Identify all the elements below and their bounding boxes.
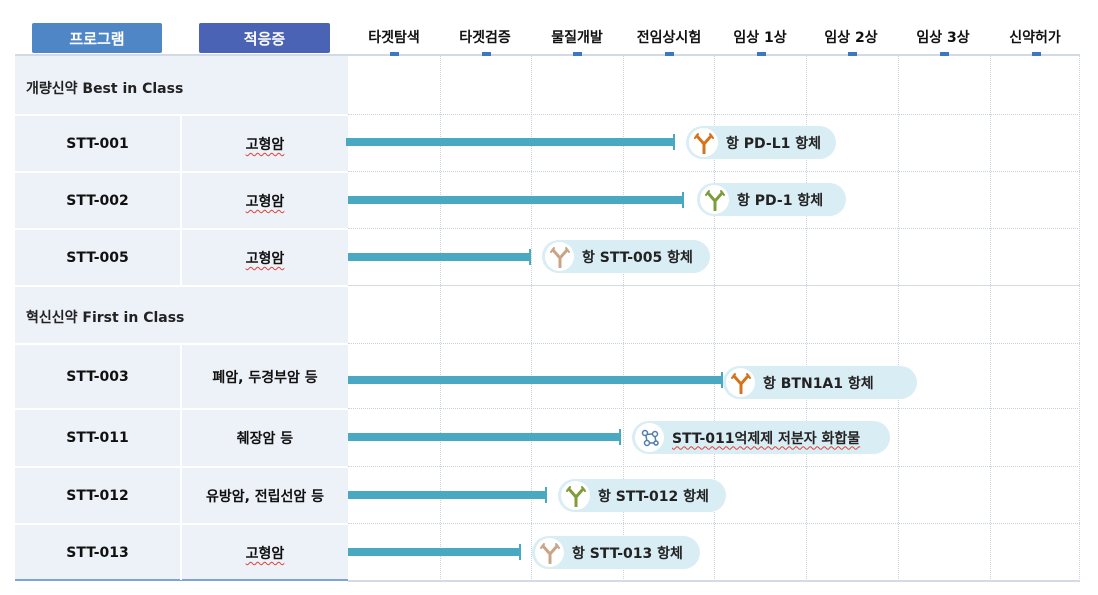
target-label: 항 STT-012 항체 [598,488,709,505]
molecule-icon [635,423,664,452]
stage-tick [665,52,674,56]
stage-tick [573,52,582,56]
target-label: 항 STT-013 항체 [572,545,683,562]
program-name: STT-005 [66,250,129,266]
stage-tick [482,52,491,56]
column-separator [180,114,182,285]
program-name: STT-011 [66,430,129,446]
antibody-green-icon [700,185,729,214]
section-title-first-in-class: 혁신신약 First in Class [26,310,185,326]
indication: 고형암 [182,248,348,268]
antibody-beige-icon [545,242,574,271]
target-label: 항 PD-1 항체 [737,192,824,209]
antibody-orange-icon [726,368,755,397]
grid-line [348,114,1080,115]
progress-bar-stt-012 [348,491,546,499]
progress-bar-stt-002 [348,196,683,204]
indication: 고형암 [182,191,348,211]
target-pill-stt-003: 항 BTN1A1 항체 [723,366,917,399]
program-name: STT-012 [66,488,129,504]
target-pill-stt-001: 항 PD-L1 항체 [686,126,836,159]
stage-label-phase1: 임상 1상 [733,30,787,46]
grid-line [348,408,1080,409]
target-label: STT-011억제제 저분자 화합물 [672,428,860,448]
stage-label-preclinical: 전임상시험 [636,30,702,46]
grid-line [623,56,624,581]
stage-label-compound-development: 물질개발 [551,30,603,46]
indication: 고형암 [182,543,348,563]
column-separator [180,343,182,580]
grid-line [531,56,532,581]
indication: 폐암, 두경부암 등 [212,370,318,386]
progress-bar-end [673,134,675,150]
table-bottom-line [348,580,1080,582]
progress-bar-end [682,192,684,208]
grid-line [440,56,441,581]
progress-bar-end [721,372,723,388]
header-divider-left [15,54,348,56]
target-label: 항 PD-L1 항체 [726,135,822,152]
stage-label-target-validation: 타겟검증 [459,30,511,46]
progress-bar-stt-003 [348,376,722,384]
stage-label-phase2: 임상 2상 [824,30,878,46]
target-label: 항 BTN1A1 항체 [763,375,874,392]
progress-bar-end [619,429,621,445]
indication-text: 유방암, 전립선암 등 [205,489,325,505]
section-title-best-in-class: 개량신약 Best in Class [26,81,184,97]
indication-text: 고형암 [245,137,285,153]
progress-bar-end [529,249,531,265]
program-header-button[interactable]: 프로그램 [32,23,162,53]
grid-line [348,466,1080,467]
target-label: 항 STT-005 항체 [582,249,693,266]
indication-text: 고형암 [245,194,285,210]
header-divider [348,54,1080,56]
grid-line [348,171,1080,172]
grid-line [898,56,899,581]
progress-bar-end [519,544,521,560]
target-pill-stt-013: 항 STT-013 항체 [532,536,700,569]
indication: 유방암, 전립선암 등 [182,486,348,506]
program-name: STT-002 [66,193,129,209]
stage-label-phase3: 임상 3상 [916,30,970,46]
progress-bar-stt-011 [348,433,620,441]
indication-text: 고형암 [245,546,285,562]
antibody-orange-icon [689,128,718,157]
target-pill-stt-002: 항 PD-1 항체 [697,183,846,216]
indication-text: 고형암 [245,251,285,267]
stage-label-target-discovery: 타겟탐색 [368,30,420,46]
target-pill-stt-012: 항 STT-012 항체 [558,479,726,512]
stage-tick [1032,52,1041,56]
target-label-text: STT-011억제제 저분자 화합물 [672,430,861,447]
table-left-bottom-line [15,579,348,581]
indication: 췌장암 등 [236,431,294,447]
stage-tick [848,52,857,56]
stage-tick [940,52,949,56]
target-pill-stt-005: 항 STT-005 항체 [542,240,710,273]
program-name: STT-001 [66,136,129,152]
progress-bar-end [545,487,547,503]
row-separator [15,285,348,287]
progress-bar-stt-013 [348,548,520,556]
target-pill-stt-011: STT-011억제제 저분자 화합물 [632,421,890,454]
grid-line [348,228,1080,229]
grid-line [990,56,991,581]
stage-tick [390,52,399,56]
antibody-beige-icon [535,538,564,567]
indication: 고형암 [182,134,348,154]
grid-line [806,56,807,581]
program-name: STT-003 [66,369,129,385]
stage-label-approval: 신약허가 [1009,30,1061,46]
progress-bar-stt-005 [348,253,530,261]
grid-line [348,523,1080,524]
program-name: STT-013 [66,545,129,561]
antibody-green-icon [561,481,590,510]
indication-header-button[interactable]: 적응증 [199,23,330,53]
grid-line [714,56,715,581]
stage-tick [757,52,766,56]
grid-line [1079,56,1080,581]
progress-bar-stt-001 [346,138,674,146]
grid-line [348,343,1080,344]
section-divider [348,285,1080,286]
